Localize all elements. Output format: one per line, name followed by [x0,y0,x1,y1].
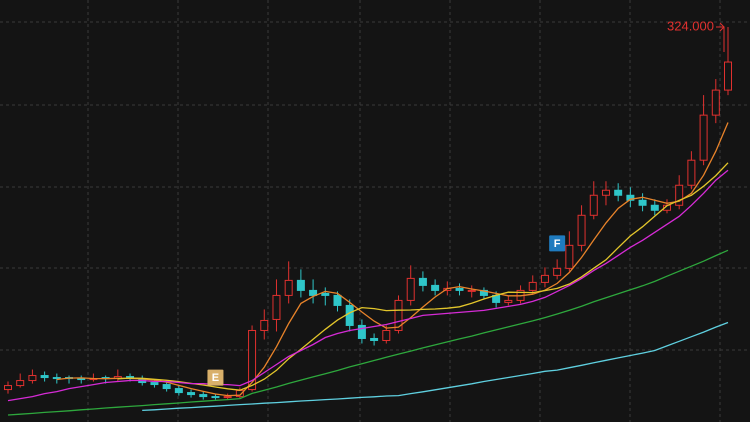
candle-body [223,396,232,399]
candle-body [382,329,391,341]
event-label: E [212,372,219,384]
candle-body [418,277,427,286]
max-pointer [716,22,725,52]
candle-body [601,189,610,196]
candle-body [626,194,635,201]
ma-line [117,162,729,391]
candle-body [699,114,708,161]
event-label: F [554,238,561,250]
ma-line [7,249,729,416]
candle-body [406,277,415,301]
candle-body [528,281,537,291]
candle-body [296,279,305,291]
event-marker [207,369,224,386]
candle-body [711,89,720,116]
max-label: 324.000 [667,18,714,33]
candle-body [675,184,684,206]
candle-body [540,274,549,283]
candle-body [357,324,366,339]
ma-line [7,169,729,402]
candle-body [565,244,574,269]
candle-body [272,294,281,320]
candle-body [321,292,330,296]
candle-body [211,396,220,399]
candle-body [589,194,598,216]
candle-body [650,204,659,211]
candle-body [16,380,25,387]
candle-body [431,284,440,291]
candle-body [614,189,623,196]
candle-body [40,375,49,379]
candle-body [345,304,354,326]
candle-body [150,382,159,386]
candle-body [199,394,208,398]
candle-body [309,289,318,296]
candle-body [687,159,696,186]
ma-line [56,122,729,397]
candle-body [248,329,257,391]
candle-body [504,299,513,303]
candles [4,27,732,400]
candle-body [52,377,61,380]
candle-body [333,294,342,306]
ma-line [142,321,729,412]
candle-body [553,267,562,276]
candle-body [187,392,196,396]
candle-body [394,299,403,331]
candle-body [162,384,171,390]
candle-body [370,337,379,341]
candle-body [28,375,37,382]
candle-body [467,289,476,292]
candle-body [724,61,732,91]
candle-body [455,287,464,291]
candle-body [174,388,183,394]
candle-body [77,378,86,381]
event-marker [549,235,566,252]
candle-body [284,279,293,296]
candle-body [4,385,12,391]
candle-body [260,319,269,331]
candle-body [577,214,586,246]
candle-body [638,199,647,206]
